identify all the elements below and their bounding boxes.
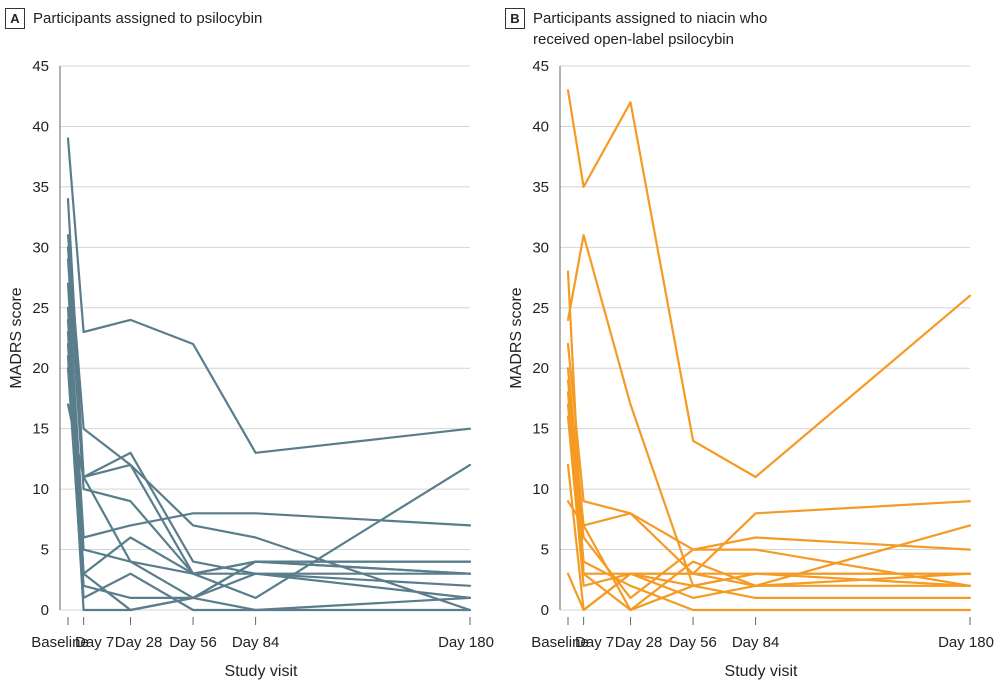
chart-b-x-tick-label: Day 28	[615, 634, 663, 651]
chart-a-x-tick-label: Day 7	[75, 634, 114, 651]
chart-a-y-tick-label: 10	[32, 481, 49, 498]
chart-b-y-tick-label: 20	[532, 360, 549, 377]
chart-b-y-tick-label: 40	[532, 118, 549, 135]
chart-a-series-line-p11	[66, 355, 472, 612]
chart-b-series-line-n8	[566, 403, 972, 612]
chart-b-x-axis-title: Study visit	[725, 663, 798, 680]
panel-b-title-line: Participants assigned to niacin who	[533, 10, 768, 27]
chart-b-x-tick-label: Day 84	[732, 634, 780, 651]
chart-a-x-tick-label: Day 84	[232, 634, 280, 651]
chart-a-y-tick-label: 0	[41, 602, 49, 619]
chart-b-series-line-n9	[566, 415, 972, 587]
chart-a-series-line-p7	[66, 306, 472, 587]
chart-b-series-line-n11	[566, 500, 972, 612]
panel-b-header: B Participants assigned to niacin who re…	[505, 8, 767, 50]
chart-b-series-line-n4	[566, 342, 972, 587]
chart-a-y-tick-label: 20	[32, 360, 49, 377]
chart-b-x-tick-label: Day 180	[938, 634, 994, 651]
chart-b-x-tick-label: Day 56	[669, 634, 717, 651]
chart-a-x-tick-label: Day 28	[115, 634, 163, 651]
chart-b-series-line-n5	[566, 367, 972, 575]
chart-b-y-tick-label: 25	[532, 300, 549, 317]
chart-a-x-tick-label: Day 56	[169, 634, 217, 651]
chart-b-y-tick-label: 0	[541, 602, 549, 619]
panel-a-letter: A	[5, 8, 25, 29]
chart-a-y-axis-title: MADRS score	[8, 287, 25, 388]
chart-b-y-tick-label: 30	[532, 239, 549, 256]
chart-b-y-tick-label: 5	[541, 542, 549, 559]
panel-a: A Participants assigned to psilocybin 0 5…	[5, 8, 494, 680]
chart-b-series-line-n3	[566, 234, 972, 587]
chart-a-y-tick-label: 5	[41, 542, 49, 559]
panel-b-title-line: received open-label psilocybin	[533, 31, 734, 48]
chart-b-y-tick-label: 10	[532, 481, 549, 498]
panel-b: B Participants assigned to niacin who re…	[500, 0, 1000, 683]
chart-b-series-line-n12	[566, 572, 972, 612]
chart-a-series-line-p2	[66, 197, 472, 575]
chart-a-series-line-p9	[66, 330, 472, 612]
chart-a-series-line-p6	[66, 282, 472, 539]
chart-a-y-tick-label: 40	[32, 118, 49, 135]
chart-a-y-tick-label: 25	[32, 300, 49, 317]
chart-a-y-tick-label: 45	[32, 58, 49, 75]
chart-b-y-axis-title: MADRS score	[508, 287, 525, 388]
chart-a-x-axis-title: Study visit	[225, 663, 298, 680]
chart-a-series-line-p1	[66, 137, 472, 454]
chart-b-x-tick-label: Baseline	[531, 634, 589, 651]
panel-a-header: A Participants assigned to psilocybin	[5, 8, 262, 29]
chart-b-x-tick-label: Day 7	[575, 634, 614, 651]
panel-a-title: Participants assigned to psilocybin	[33, 8, 262, 29]
chart-a-series-line-p12	[66, 367, 472, 612]
chart-b-series-line-n1	[566, 89, 972, 479]
chart-b-y-tick-label: 15	[532, 421, 549, 438]
chart-b-series-line-n10	[566, 463, 972, 612]
chart-a-y-tick-label: 35	[32, 179, 49, 196]
chart-a-x-tick-label: Baseline	[31, 634, 89, 651]
chart-a-y-tick-label: 15	[32, 421, 49, 438]
chart-b-y-tick-label: 35	[532, 179, 549, 196]
panel-a-title-line: Participants assigned to psilocybin	[33, 10, 263, 27]
panel-b-letter: B	[505, 8, 525, 29]
chart-a-x-tick-label: Day 180	[438, 634, 494, 651]
chart-a-y-tick-label: 30	[32, 239, 49, 256]
chart-b-y-tick-label: 45	[532, 58, 549, 75]
chart-a-series-line-p13	[66, 403, 472, 600]
panel-b-title: Participants assigned to niacin who rece…	[533, 8, 767, 50]
